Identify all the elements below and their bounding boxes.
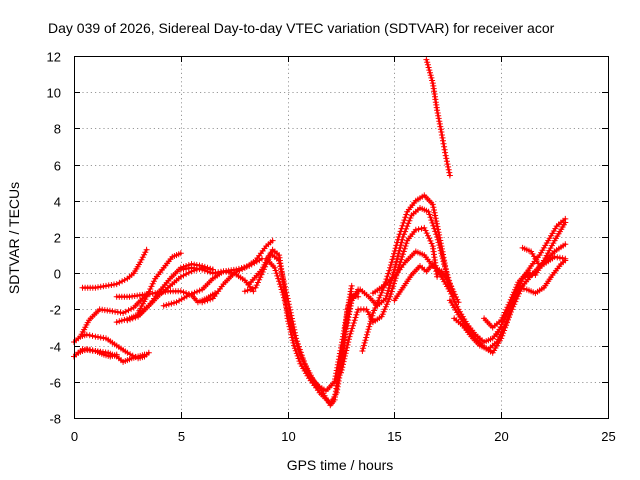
plus-markers bbox=[135, 250, 184, 316]
y-tick-label: -8 bbox=[49, 412, 61, 427]
y-axis-label: SDTVAR / TECUs bbox=[6, 182, 22, 294]
series-layer bbox=[71, 56, 569, 409]
plus-markers bbox=[493, 215, 569, 338]
series-markers-trace-12 bbox=[160, 255, 265, 309]
plus-markers bbox=[79, 246, 150, 291]
series-markers-trace-21 bbox=[423, 56, 453, 179]
x-tick-label: 5 bbox=[178, 429, 185, 444]
y-tick-label: 4 bbox=[54, 195, 61, 210]
x-tick-label: 10 bbox=[281, 429, 295, 444]
y-tick-label: 10 bbox=[47, 86, 61, 101]
series-markers-trace-25 bbox=[493, 215, 569, 338]
axis-ticks: 0 5 10 15 20 25 -8 -6 -4 -2 0 2 4 6 8 10 12 bbox=[47, 50, 616, 445]
y-tick-label: 6 bbox=[54, 159, 61, 174]
plus-markers bbox=[391, 261, 505, 345]
plus-markers bbox=[519, 244, 543, 269]
x-tick-label: 15 bbox=[387, 429, 401, 444]
series-markers-trace-9 bbox=[135, 250, 184, 316]
series-markers-trace-5 bbox=[75, 346, 120, 360]
y-tick-label: -2 bbox=[49, 303, 61, 318]
y-tick-label: -4 bbox=[49, 340, 61, 355]
series-markers-trace-26 bbox=[515, 257, 569, 297]
series-markers-trace-4 bbox=[79, 246, 150, 291]
gridlines bbox=[74, 56, 608, 418]
y-tick-label: -6 bbox=[49, 376, 61, 391]
plus-markers bbox=[75, 346, 120, 360]
y-tick-label: 2 bbox=[54, 231, 61, 246]
x-tick-label: 25 bbox=[601, 429, 615, 444]
y-tick-label: 8 bbox=[54, 122, 61, 137]
y-tick-label: 0 bbox=[54, 267, 61, 282]
plus-markers bbox=[423, 56, 453, 179]
chart-title: Day 039 of 2026, Sidereal Day-to-day VTE… bbox=[48, 20, 555, 36]
series-markers-trace-27 bbox=[519, 244, 543, 269]
plus-markers bbox=[160, 255, 265, 309]
x-axis-label: GPS time / hours bbox=[287, 457, 394, 473]
x-tick-label: 0 bbox=[71, 429, 78, 444]
plus-markers bbox=[359, 192, 453, 354]
plus-markers bbox=[515, 257, 569, 297]
y-tick-label: 12 bbox=[47, 50, 61, 65]
x-tick-label: 20 bbox=[494, 429, 508, 444]
series-markers-trace-18 bbox=[359, 192, 453, 354]
series-markers-trace-20 bbox=[391, 261, 505, 345]
